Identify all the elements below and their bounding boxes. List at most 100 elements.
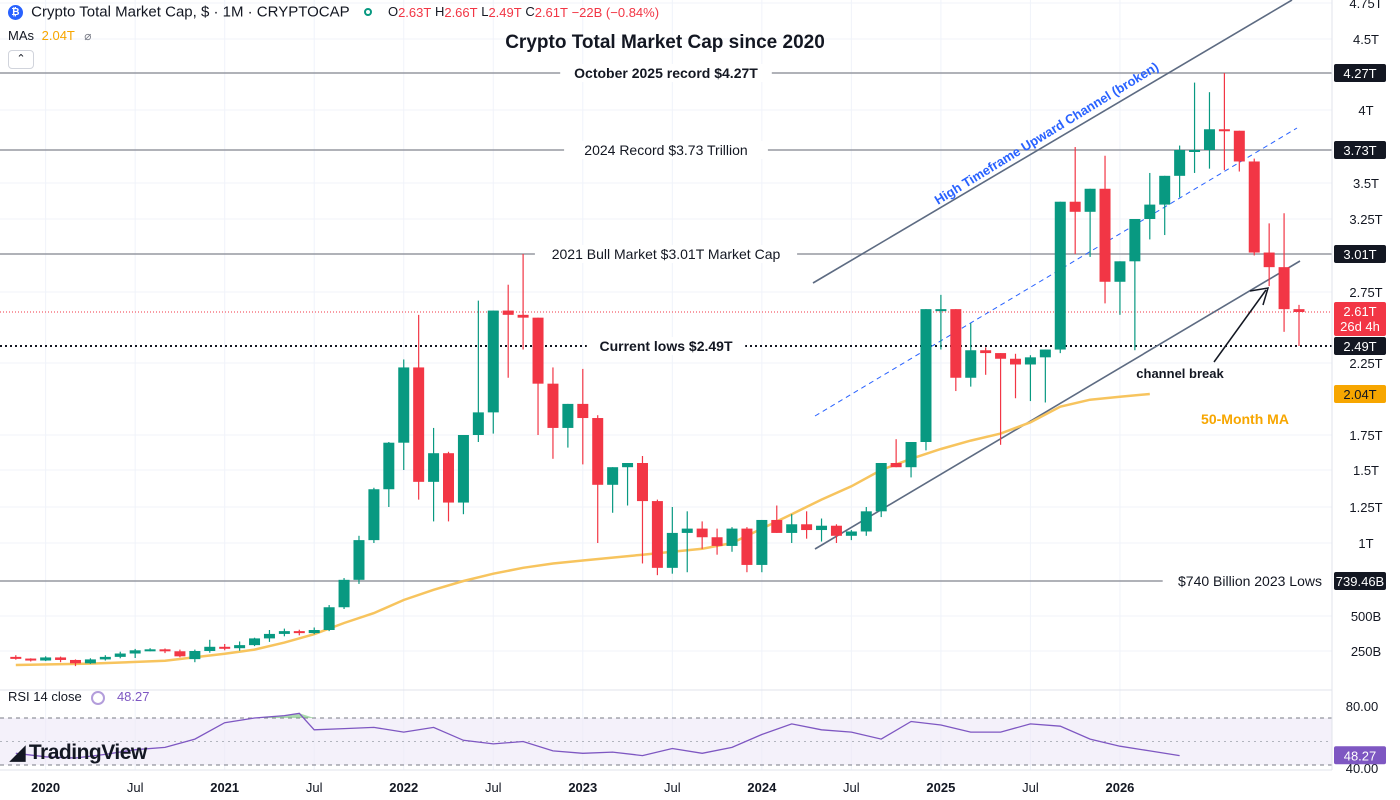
candle-body <box>1144 204 1156 219</box>
level-label-bg <box>564 141 768 159</box>
candle-body <box>69 659 81 664</box>
rsi-lower-tick: 40.00 <box>1346 761 1379 776</box>
candle <box>622 463 634 506</box>
ma-label: MAs <box>8 28 34 43</box>
price-badge: 2.61T <box>1343 304 1376 319</box>
candle-body <box>741 528 753 565</box>
candle-body <box>756 519 768 565</box>
x-tick-label: 2022 <box>389 780 418 795</box>
candle <box>1263 223 1275 287</box>
ma-badge-bg <box>1334 385 1386 403</box>
candle-body <box>592 418 604 485</box>
ohlc-values: O2.63T H2.66T L2.49T C2.61T −22B (−0.84%… <box>387 4 660 21</box>
candle <box>40 656 52 662</box>
channel-upper-line <box>812 0 1293 284</box>
candle <box>443 451 455 522</box>
candle <box>502 284 514 378</box>
y-tick-label: 500B <box>1351 609 1381 624</box>
candle-body <box>1054 201 1066 350</box>
candle-body <box>249 638 261 646</box>
candle <box>249 637 261 647</box>
x-tick-label: Jul <box>664 780 681 795</box>
candle <box>1144 172 1156 240</box>
candle-body <box>562 403 574 428</box>
candle-body <box>1039 349 1051 358</box>
y-tick-label: 1.75T <box>1349 428 1382 443</box>
rsi-badge-bg <box>1334 746 1386 765</box>
candle <box>1203 92 1215 169</box>
y-tick-label: 1.5T <box>1353 463 1379 478</box>
candle <box>950 309 962 392</box>
y-tick-label: 3.25T <box>1349 212 1382 227</box>
candle <box>771 505 783 533</box>
candle <box>801 511 813 539</box>
candle-body <box>532 317 544 384</box>
collapse-legend-button[interactable]: ⌃ <box>8 50 34 69</box>
candle <box>532 317 544 435</box>
countdown-badge: 26d 4h <box>1340 319 1380 334</box>
candle-body <box>681 528 693 533</box>
candle <box>860 507 872 536</box>
candle-body <box>622 463 634 468</box>
candle <box>487 310 499 434</box>
candle <box>383 442 395 507</box>
candle-body <box>234 645 246 649</box>
candle-body <box>263 633 275 639</box>
candle-body <box>845 531 857 536</box>
candle <box>965 323 977 387</box>
x-tick-label: Jul <box>1022 780 1039 795</box>
x-tick-label: Jul <box>306 780 323 795</box>
candle <box>547 367 559 459</box>
candle-body <box>801 524 813 531</box>
symbol-title[interactable]: Crypto Total Market Cap, $ · 1M · CRYPTO… <box>31 3 350 21</box>
symbol-header[interactable]: ₿ Crypto Total Market Cap, $ · 1M · CRYP… <box>8 3 659 21</box>
candle <box>1218 73 1230 171</box>
y-tick-label: 1.25T <box>1349 500 1382 515</box>
visibility-off-icon[interactable]: ⌀ <box>84 29 92 43</box>
candle <box>696 521 708 549</box>
candle <box>681 511 693 573</box>
bitcoin-logo-icon: ₿ <box>8 4 23 20</box>
candle <box>1039 349 1051 403</box>
candle-body <box>950 309 962 378</box>
x-tick-label: Jul <box>127 780 144 795</box>
candle-body <box>1248 161 1260 253</box>
candle-body <box>696 528 708 538</box>
rsi-label: RSI 14 close <box>8 689 82 704</box>
candle-body <box>278 631 290 634</box>
candle <box>786 514 798 543</box>
candle <box>517 254 529 350</box>
rsi-legend[interactable]: RSI 14 close 48.27 <box>8 689 150 705</box>
level-badge: 3.01T <box>1343 247 1376 262</box>
candle-body <box>413 367 425 482</box>
candle <box>1233 130 1245 172</box>
candle-body <box>1114 261 1126 282</box>
market-status-icon <box>363 8 372 17</box>
candle <box>875 463 887 518</box>
candle <box>413 314 425 500</box>
rsi-settings-icon[interactable] <box>91 690 106 705</box>
candle <box>1189 82 1201 173</box>
candle <box>711 528 723 555</box>
level-badge-bg <box>1334 64 1386 82</box>
ma-indicator-legend[interactable]: MAs 2.04T ⌀ <box>8 28 92 43</box>
candle <box>1159 175 1171 236</box>
candle-body <box>547 383 559 428</box>
candle-body <box>577 403 589 419</box>
candle-body <box>144 649 156 652</box>
candle <box>84 658 96 664</box>
channel-annotation: High Timeframe Upward Channel (broken) <box>932 59 1161 208</box>
candle <box>25 658 37 662</box>
candle <box>1069 147 1081 254</box>
tradingview-logo[interactable]: ◢ TradingView <box>10 741 147 764</box>
candle <box>144 648 156 652</box>
candle-body <box>1024 357 1036 365</box>
candle <box>55 656 67 663</box>
candle-body <box>114 653 126 657</box>
candle-body <box>1218 129 1230 132</box>
candle <box>592 415 604 543</box>
candle <box>263 630 275 642</box>
candle <box>114 651 126 659</box>
candle <box>204 639 216 653</box>
